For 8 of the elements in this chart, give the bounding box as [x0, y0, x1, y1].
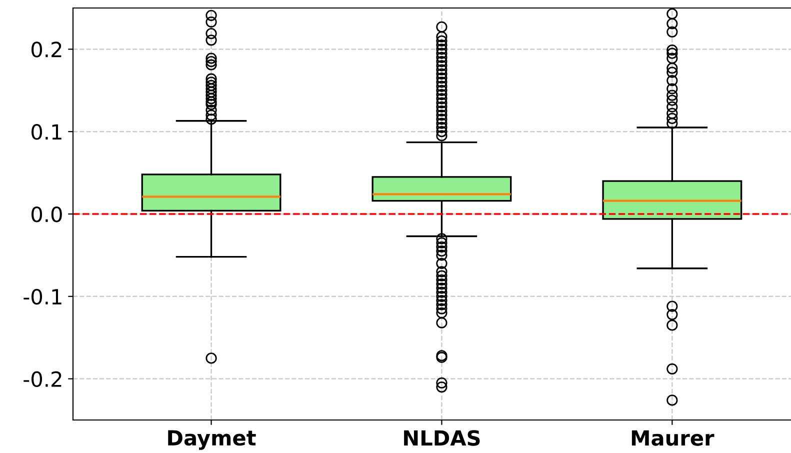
y-tick-label: -0.2: [24, 371, 62, 388]
x-tick-label: Daymet: [168, 430, 256, 450]
y-tick-label: 0.1: [32, 124, 62, 140]
y-tick-label: 0.0: [32, 206, 62, 222]
x-tick-label: Maurer: [632, 430, 714, 446]
x-tick-label: NLDAS: [404, 430, 480, 446]
y-tick-label: 0.2: [32, 42, 62, 58]
y-tick-label: -0.1: [24, 288, 62, 305]
